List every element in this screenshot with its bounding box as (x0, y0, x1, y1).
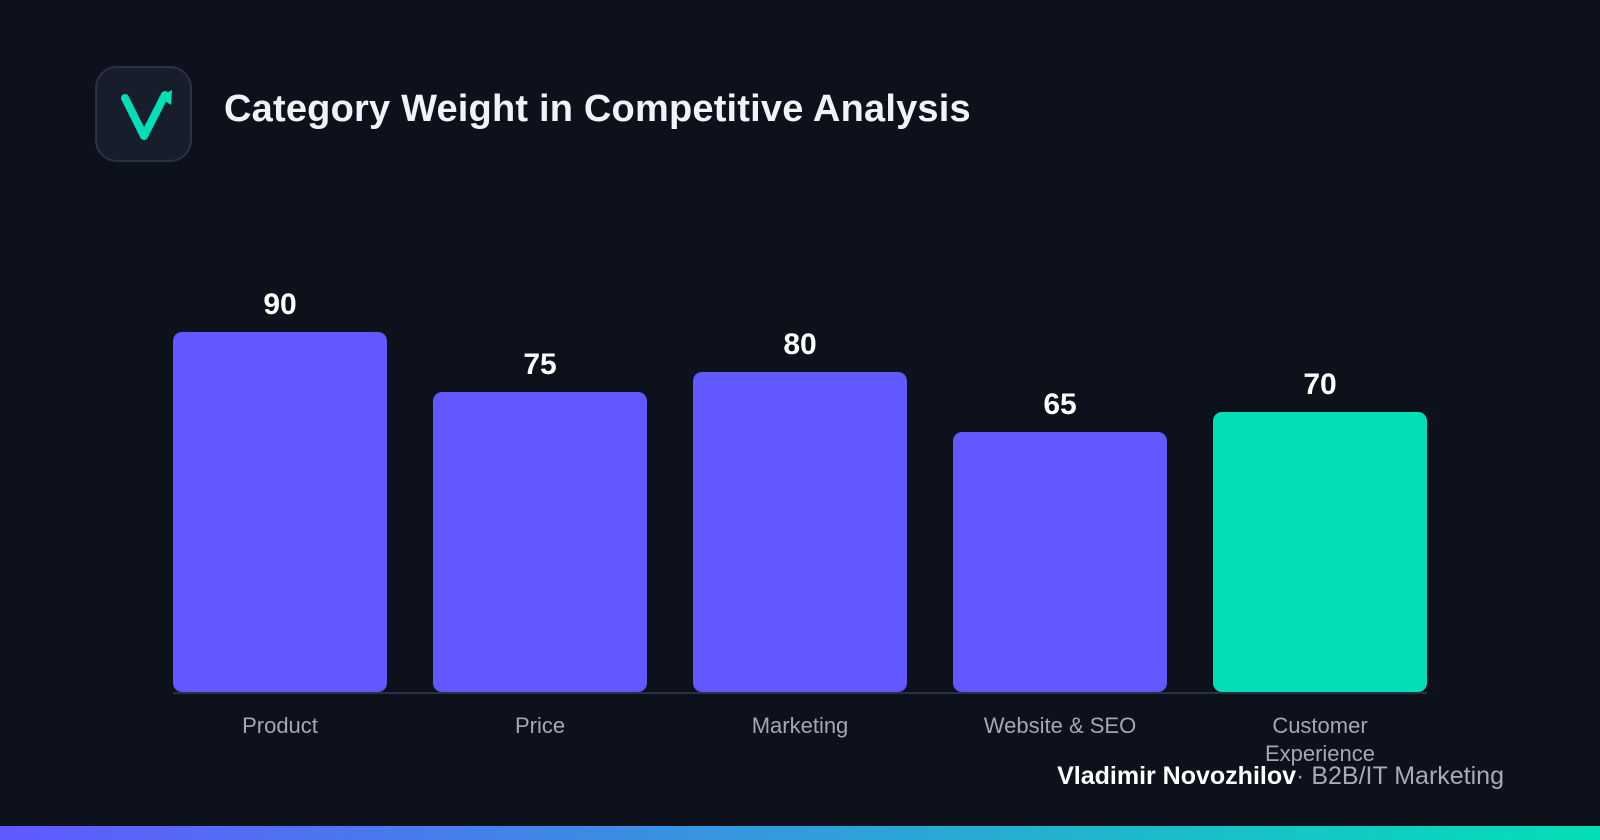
value-label: 75 (523, 348, 556, 381)
bar-product (173, 332, 387, 692)
checkmark-arrow-icon (121, 90, 172, 140)
author-credit: Vladimir Novozhilov· B2B/IT Marketing (1057, 762, 1504, 791)
value-label: 65 (1043, 388, 1076, 421)
chart-title: Category Weight in Competitive Analysis (224, 88, 971, 130)
bar-website-seo (953, 432, 1167, 692)
value-label: 90 (263, 288, 296, 321)
category-label: Price (515, 713, 565, 738)
author-role: B2B/IT Marketing (1311, 762, 1504, 790)
category-label: Website & SEO (984, 713, 1136, 738)
category-label: Customer Experience (1265, 713, 1375, 766)
author-name: Vladimir Novozhilov (1057, 762, 1297, 790)
bar-marketing (693, 372, 907, 692)
value-label: 80 (783, 328, 816, 361)
credit-separator: · (1296, 762, 1305, 790)
bottom-gradient-bar (0, 826, 1600, 840)
bar-price (433, 392, 647, 692)
bar-customer-experience (1213, 412, 1427, 692)
brand-logo (95, 66, 192, 162)
category-label: Marketing (752, 713, 849, 738)
value-label: 70 (1303, 368, 1336, 401)
category-label: Product (242, 713, 318, 738)
bar-chart: 90 Product 75 Price 80 Marketing 65 Website & S… (173, 288, 1427, 766)
